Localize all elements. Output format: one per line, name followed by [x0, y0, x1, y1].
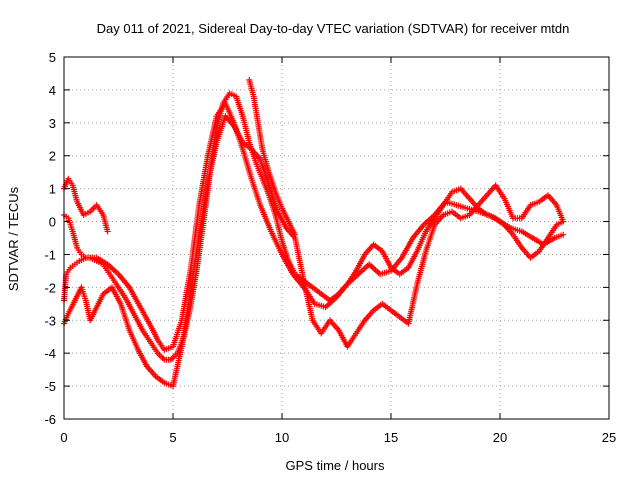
y-tick-label: -3: [44, 313, 56, 328]
y-axis-label: SDTVAR / TECUs: [6, 186, 21, 291]
y-tick-label: 2: [49, 149, 56, 164]
y-tick-label: -5: [44, 379, 56, 394]
y-tick-label: 0: [49, 215, 56, 230]
x-axis-ticks: 0 5 10 15 20 25: [60, 430, 616, 445]
y-tick-label: -6: [44, 412, 56, 427]
x-tick-label: 20: [493, 430, 507, 445]
x-tick-label: 25: [602, 430, 616, 445]
chart-title: Day 011 of 2021, Sidereal Day-to-day VTE…: [97, 21, 570, 36]
data-marker: [560, 231, 567, 238]
data-points: [61, 77, 567, 390]
x-tick-label: 0: [60, 430, 67, 445]
x-tick-label: 5: [169, 430, 176, 445]
data-marker: [292, 231, 299, 238]
y-tick-label: 1: [49, 182, 56, 197]
y-tick-label: -4: [44, 346, 56, 361]
y-axis-ticks: 5 4 3 2 1 0 -1 -2 -3 -4 -5 -6: [44, 50, 56, 427]
series-track-5: [246, 77, 299, 238]
data-marker: [560, 218, 567, 225]
x-axis-label: GPS time / hours: [286, 458, 385, 473]
series-track-4: [61, 113, 567, 390]
y-tick-label: -2: [44, 280, 56, 295]
x-tick-label: 10: [275, 430, 289, 445]
y-tick-label: -1: [44, 247, 56, 262]
x-tick-label: 15: [384, 430, 398, 445]
plot-border: [63, 56, 610, 420]
series-track-3: [61, 175, 111, 235]
y-tick-label: 5: [49, 50, 56, 65]
y-tick-label: 4: [49, 83, 56, 98]
y-tick-label: 3: [49, 116, 56, 131]
data-marker: [104, 228, 111, 235]
plot-frame: [63, 56, 610, 420]
